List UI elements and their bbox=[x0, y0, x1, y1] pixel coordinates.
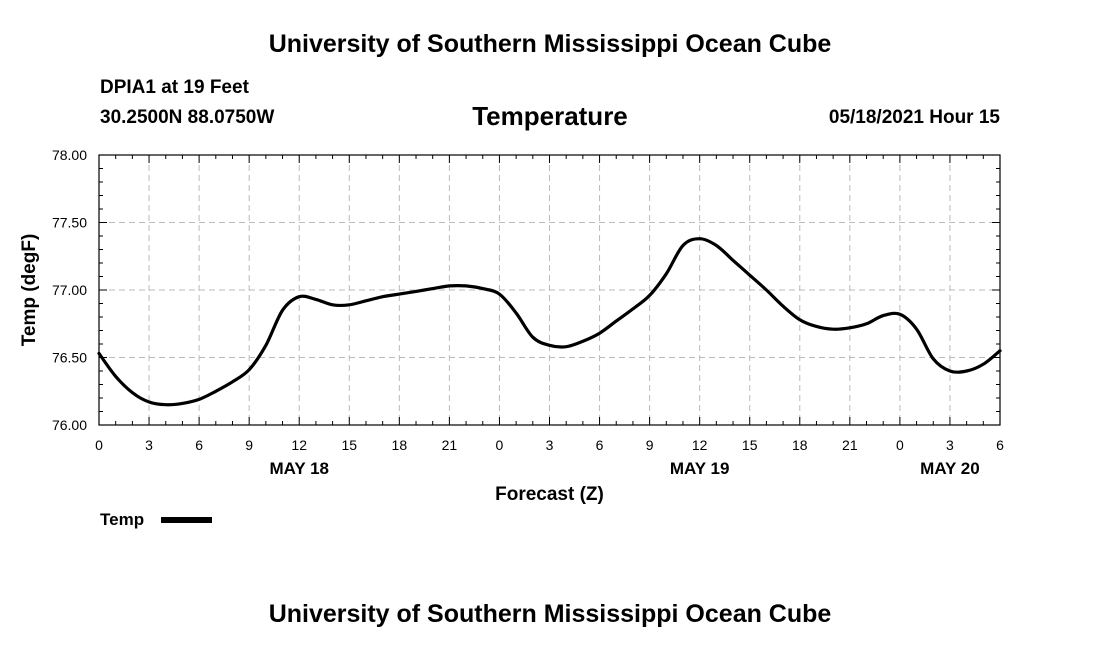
y-tick-label: 76.50 bbox=[52, 350, 87, 366]
x-tick-label: 6 bbox=[195, 437, 203, 453]
page-title: University of Southern Mississippi Ocean… bbox=[268, 30, 832, 58]
x-tick-label: 9 bbox=[245, 437, 253, 453]
x-tick-label: 18 bbox=[792, 437, 808, 453]
x-tick-label: 21 bbox=[442, 437, 458, 453]
x-axis: 0 3 6 9 12 15 18 21 0 3 6 9 12 15 18 21 0 3 6 MAY 18 MAY 19 M… bbox=[95, 155, 1004, 505]
x-tick-label: 15 bbox=[742, 437, 758, 453]
y-tick-label: 77.00 bbox=[52, 282, 87, 298]
legend-swatch bbox=[161, 517, 212, 523]
date-label: MAY 19 bbox=[670, 459, 730, 478]
x-tick-label: 9 bbox=[646, 437, 654, 453]
x-tick-label: 3 bbox=[946, 437, 954, 453]
forecast-datetime: 05/18/2021 Hour 15 bbox=[828, 107, 1000, 128]
x-tick-label: 12 bbox=[692, 437, 708, 453]
legend-label: Temp bbox=[100, 510, 145, 529]
station-label: DPIA1 at 19 Feet bbox=[100, 77, 249, 98]
x-tick-label: 3 bbox=[145, 437, 153, 453]
date-label: MAY 20 bbox=[920, 459, 980, 478]
y-tick-label: 78.00 bbox=[52, 147, 87, 163]
x-tick-label: 12 bbox=[291, 437, 307, 453]
x-tick-label: 0 bbox=[896, 437, 904, 453]
series-line-temp bbox=[97, 237, 1002, 407]
y-tick-label: 76.00 bbox=[52, 417, 87, 433]
x-axis-title: Forecast (Z) bbox=[495, 484, 604, 505]
coordinates-label: 30.2500N 88.0750W bbox=[100, 107, 275, 128]
chart-title: Temperature bbox=[472, 101, 628, 131]
x-tick-label: 3 bbox=[546, 437, 554, 453]
x-tick-label: 0 bbox=[496, 437, 504, 453]
date-label: MAY 18 bbox=[269, 459, 329, 478]
x-tick-label: 18 bbox=[392, 437, 408, 453]
x-tick-label: 6 bbox=[996, 437, 1004, 453]
y-axis-title: Temp (degF) bbox=[19, 234, 40, 347]
x-tick-label: 21 bbox=[842, 437, 858, 453]
y-tick-label: 77.50 bbox=[52, 215, 87, 231]
x-tick-label: 0 bbox=[95, 437, 103, 453]
footer-title: University of Southern Mississippi Ocean… bbox=[268, 600, 832, 628]
x-tick-label: 6 bbox=[596, 437, 604, 453]
x-tick-label: 15 bbox=[341, 437, 357, 453]
grid-lines bbox=[99, 155, 1000, 425]
